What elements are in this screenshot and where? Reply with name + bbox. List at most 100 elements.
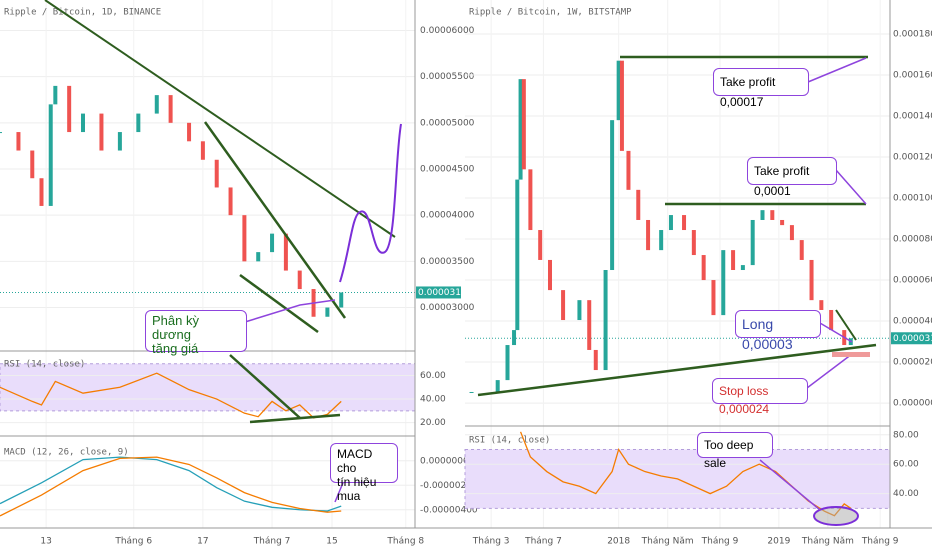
candle <box>515 179 520 331</box>
x-tick-label: 13 <box>40 537 51 547</box>
candle <box>789 225 794 241</box>
candle <box>819 300 824 310</box>
candle <box>228 187 233 216</box>
candle <box>780 219 785 226</box>
y-tick-label: -0.00000200 <box>420 481 478 491</box>
candle <box>81 113 85 133</box>
y-tick-label: 80.00 <box>893 430 919 440</box>
x-tick-label: Tháng 9 <box>701 537 739 547</box>
candle <box>53 85 58 105</box>
candle <box>750 219 755 266</box>
candle <box>616 60 621 121</box>
pointer <box>806 57 867 389</box>
y-tick-label: 0.00008000 <box>893 235 932 245</box>
y-tick-label: 0.00003500 <box>420 257 475 267</box>
annotation: Stop loss 0,000024 <box>712 378 808 416</box>
pointer <box>759 459 821 511</box>
trendline <box>229 354 301 419</box>
y-tick-label: 0.00018000 <box>893 30 932 40</box>
x-tick-label: Tháng 7 <box>253 537 291 547</box>
pointer <box>244 299 336 323</box>
candle <box>538 230 543 260</box>
x-tick-label: 2019 <box>767 537 790 547</box>
annotation: Take profit 0,0001 <box>747 157 837 198</box>
candle <box>67 85 72 133</box>
trendline <box>835 309 857 341</box>
candle <box>242 215 247 262</box>
rsi-band <box>0 363 416 412</box>
stop-zone <box>832 352 870 357</box>
pane-title: RSI (14, close) <box>469 436 550 446</box>
pane-title: RSI (14, close) <box>4 360 85 370</box>
trendline <box>477 343 877 397</box>
candle <box>636 189 641 220</box>
projection <box>339 123 402 283</box>
pane-title: Ripple / Bitcoin, 1D, BINANCE <box>4 8 161 18</box>
x-tick-label: Tháng Năm <box>801 537 854 547</box>
annotation: Too deep sale <box>697 432 773 470</box>
series-line <box>0 456 342 512</box>
candle <box>136 113 141 133</box>
candle <box>99 113 104 151</box>
candle <box>799 240 804 260</box>
candle <box>518 79 523 180</box>
annotation: Long 0,00003 <box>735 310 821 352</box>
y-tick-label: 0.00010000 <box>893 194 932 204</box>
series-line <box>0 456 342 517</box>
y-tick-label: 0.00000000 <box>420 456 475 466</box>
candle <box>561 290 566 321</box>
x-tick-label: 15 <box>326 537 337 547</box>
x-tick-label: Tháng Năm <box>641 537 694 547</box>
trendline <box>239 273 319 334</box>
candle <box>187 122 192 142</box>
y-tick-label: 0.00006000 <box>420 26 475 36</box>
y-tick-label: 0.00014000 <box>893 112 932 122</box>
y-tick-label: 60.00 <box>420 371 446 381</box>
x-tick-label: 2018 <box>607 537 630 547</box>
candle <box>469 391 474 393</box>
candle <box>495 380 500 392</box>
annotation: MACD cho tín hiệu mua <box>330 443 398 503</box>
y-tick-label: 60.00 <box>893 460 919 470</box>
candle <box>521 79 526 170</box>
candle <box>610 120 615 271</box>
series-line <box>0 372 342 419</box>
candle <box>117 132 122 151</box>
candle <box>587 300 592 350</box>
candle <box>505 345 510 381</box>
last-price-box <box>416 286 461 299</box>
y-tick-label: 0.00004500 <box>420 164 475 174</box>
y-tick-label: 0.00000000 <box>893 399 932 409</box>
candle <box>48 104 53 206</box>
candle <box>760 210 765 220</box>
y-tick-label: 0.00004000 <box>420 211 475 221</box>
x-tick-label: Tháng 7 <box>524 537 562 547</box>
candle <box>711 280 716 316</box>
candle <box>701 255 706 281</box>
candle <box>0 132 2 134</box>
y-tick-label: 0.00006000 <box>893 276 932 286</box>
candle <box>619 60 624 151</box>
y-tick-label: 40.00 <box>893 489 919 499</box>
y-tick-label: 40.00 <box>420 395 446 405</box>
candle <box>659 230 664 251</box>
trendline <box>203 121 347 319</box>
layout <box>0 0 932 529</box>
x-tick-label: Tháng 3 <box>472 537 510 547</box>
candle <box>646 219 651 251</box>
candle <box>256 252 261 262</box>
candle <box>30 150 35 179</box>
trendline <box>249 413 341 424</box>
candle <box>626 150 631 190</box>
candle <box>603 270 608 371</box>
y-tick-label: -0.00000400 <box>420 505 478 515</box>
x-tick-label: Tháng 8 <box>386 537 424 547</box>
last-price-box <box>891 332 932 345</box>
candle <box>214 159 219 188</box>
candle <box>325 307 330 317</box>
candle <box>512 330 517 346</box>
candle <box>691 230 696 256</box>
